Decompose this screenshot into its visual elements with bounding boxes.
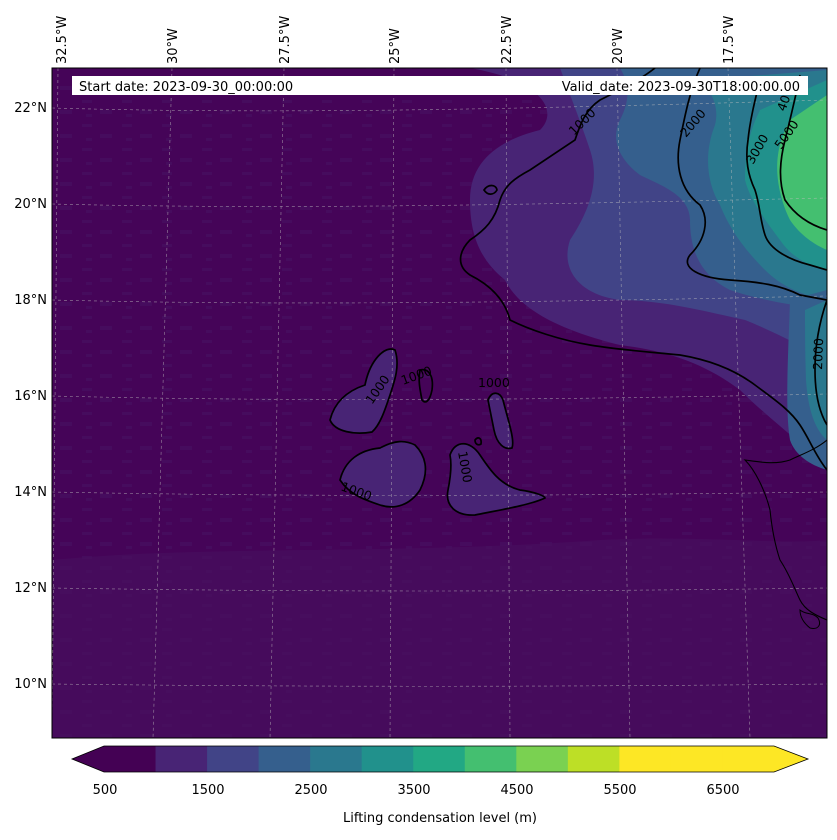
lat-label: 22°N xyxy=(14,101,47,116)
contour-label: 40 xyxy=(774,93,794,113)
colorbar-segment xyxy=(567,746,620,772)
lon-label: 20°W xyxy=(611,28,626,64)
contour-island-small-3 xyxy=(474,437,483,446)
contour-label: 2000 xyxy=(810,338,826,370)
graticule xyxy=(52,68,827,738)
contour-5000 xyxy=(779,74,827,231)
colorbar-label: Lifting condensation level (m) xyxy=(343,811,537,826)
colorbar-segment xyxy=(104,746,157,772)
colorbar-tick-label: 6500 xyxy=(706,783,739,798)
lon-label: 25°W xyxy=(388,28,403,64)
island-east-plume xyxy=(447,443,545,516)
contour-island-small-2 xyxy=(482,184,498,195)
contour-1000-main xyxy=(459,68,827,471)
contour-2000-coast xyxy=(814,299,827,426)
colorbar-segment xyxy=(155,746,208,772)
lon-label: 27.5°W xyxy=(278,16,293,64)
lat-label: 14°N xyxy=(14,485,47,500)
lat-label: 10°N xyxy=(14,677,47,692)
contour-label: 1000 xyxy=(478,375,510,390)
contour-lines xyxy=(329,68,827,516)
contour-island-east xyxy=(446,442,546,516)
start-date-text: Start date: 2023-09-30_00:00:00 xyxy=(79,80,293,95)
valid-date-text: Valid_date: 2023-09-30T18:00:00.00 xyxy=(562,80,800,95)
colorbar-segment xyxy=(619,746,672,772)
colorbar-tick-label: 1500 xyxy=(191,783,224,798)
lat-label: 20°N xyxy=(14,197,47,212)
lon-label: 22.5°W xyxy=(500,16,515,64)
island-cluster-north xyxy=(330,349,398,434)
colorbar-segment xyxy=(310,746,363,772)
colorbar-tick-label: 2500 xyxy=(294,783,327,798)
contour-2000-main xyxy=(677,68,827,301)
colorbar-extend-min xyxy=(72,746,104,772)
coastline-islands-guinea xyxy=(799,608,821,629)
colorbar-segment xyxy=(516,746,569,772)
contour-label-group: 1000 2000 3000 5000 40 2000 1000 1000 10… xyxy=(339,93,826,504)
colorbar-segment xyxy=(413,746,466,772)
colorbar-tick-label: 4500 xyxy=(500,783,533,798)
lon-label: 17.5°W xyxy=(722,16,737,64)
lat-label: 18°N xyxy=(14,293,47,308)
colorbar-segment xyxy=(464,746,517,772)
lcl-band-4500 xyxy=(777,95,827,250)
colorbar-tick-label: 5500 xyxy=(603,783,636,798)
coastline-africa xyxy=(743,439,827,621)
contour-island-north xyxy=(329,348,398,434)
lon-label: 32.5°W xyxy=(55,16,70,64)
lcl-southern-band xyxy=(52,538,827,738)
colorbar-segment xyxy=(670,746,723,772)
latitude-labels: 22°N 20°N 18°N 16°N 14°N 12°N 10°N xyxy=(14,101,47,692)
contour-island-sal xyxy=(487,392,514,450)
date-info-box xyxy=(72,76,808,95)
island-cluster-south xyxy=(340,441,426,507)
lcl-coastal-band-2 xyxy=(805,300,827,440)
colorbar-tick-label: 500 xyxy=(93,783,118,798)
map-panel: 1000 2000 3000 5000 40 2000 1000 1000 10… xyxy=(52,68,827,738)
colorbar: 500 1500 2500 3500 4500 5500 6500 Liftin… xyxy=(70,745,810,826)
colorbar-tick-label: 3500 xyxy=(397,783,430,798)
colorbar-segment xyxy=(258,746,311,772)
lon-label: 30°W xyxy=(166,28,181,64)
contour-island-south xyxy=(339,440,427,508)
colorbar-segment xyxy=(207,746,260,772)
map-border xyxy=(51,67,828,739)
island-sal xyxy=(488,393,513,449)
contour-3000 xyxy=(745,79,827,271)
colorbar-segments xyxy=(104,746,775,772)
colorbar-outline xyxy=(70,745,810,773)
colorbar-extend-max xyxy=(774,746,808,772)
lat-label: 12°N xyxy=(14,581,47,596)
contour-island-small-1 xyxy=(418,368,434,403)
longitude-labels: 32.5°W 30°W 27.5°W 25°W 22.5°W 20°W 17.5… xyxy=(55,16,737,64)
colorbar-segment xyxy=(361,746,414,772)
colorbar-segment xyxy=(722,746,775,772)
colorbar-ticks: 500 1500 2500 3500 4500 5500 6500 xyxy=(93,783,740,798)
contour-label: 1000 xyxy=(455,450,475,484)
lat-label: 16°N xyxy=(14,389,47,404)
